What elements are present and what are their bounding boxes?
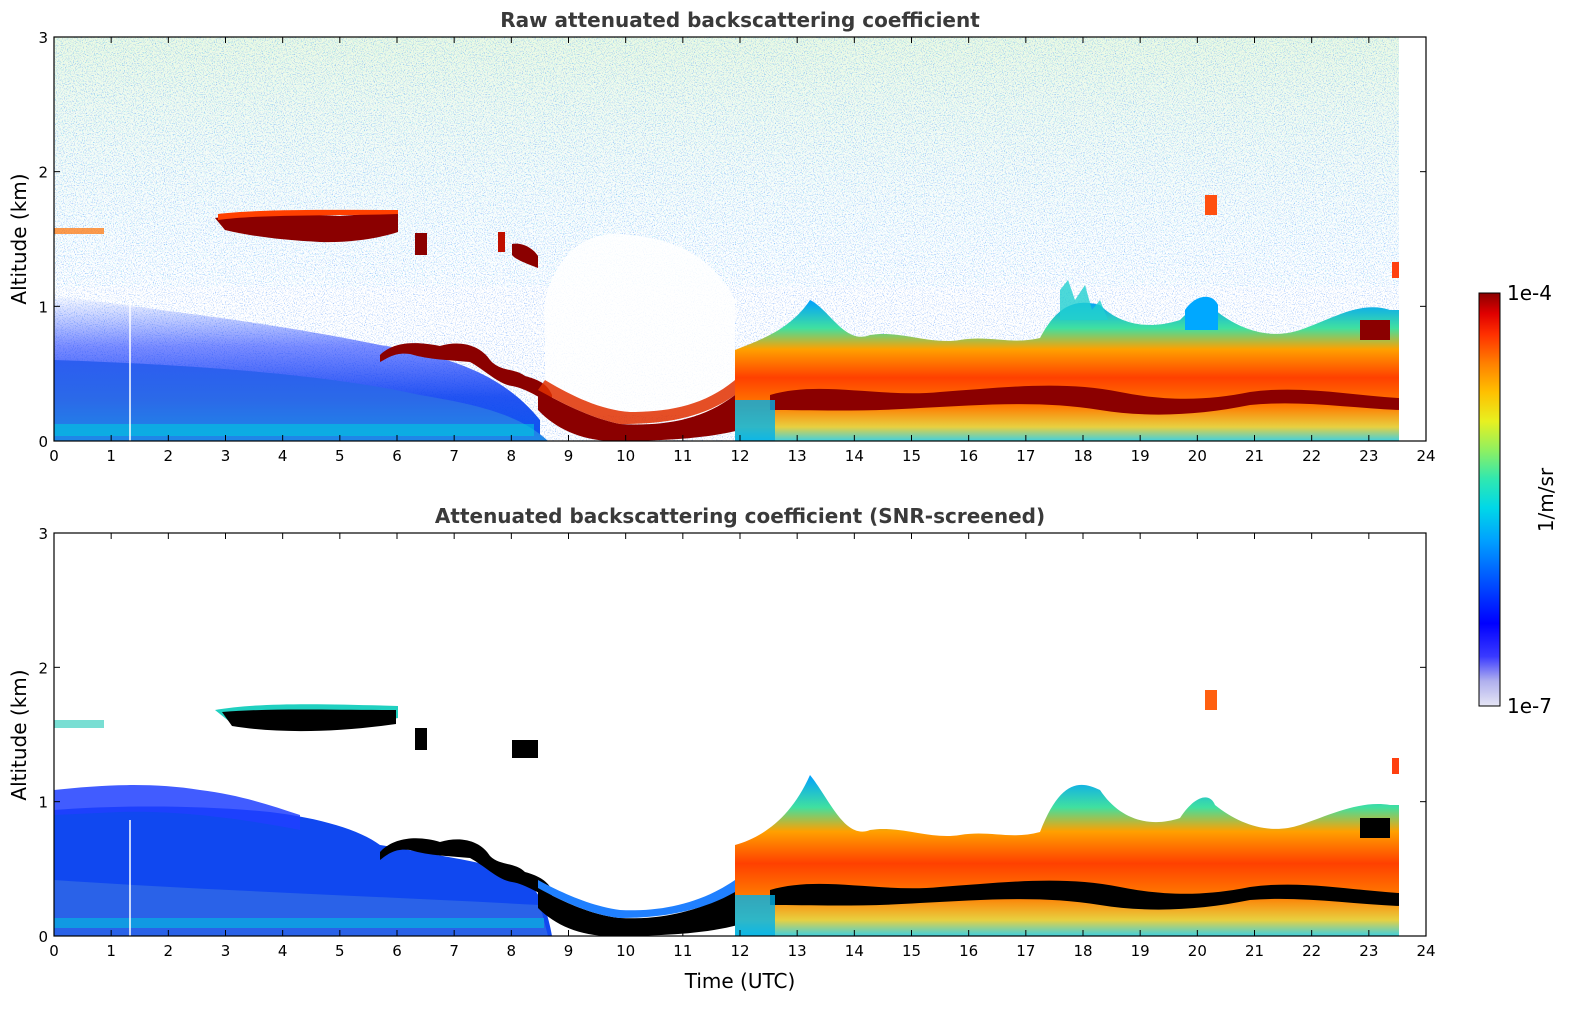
screened-x-tick-label: 6 (392, 942, 402, 960)
screened-x-tick-label: 4 (278, 942, 288, 960)
panel-screened-image (54, 533, 1426, 936)
colorbar-gradient (1478, 292, 1501, 707)
raw-x-tick-label: 14 (845, 447, 864, 465)
raw-y-tick-label: 2 (38, 164, 48, 182)
screened-x-tick-label: 20 (1188, 942, 1207, 960)
panel-raw-ylabel: Altitude (km) (7, 173, 31, 304)
raw-x-tick-label: 3 (221, 447, 231, 465)
screened-x-tick-label: 5 (335, 942, 345, 960)
colorbar-min-label: 1e-7 (1507, 694, 1552, 718)
raw-x-tick-label: 23 (1359, 447, 1378, 465)
raw-y-tick-label: 3 (38, 29, 48, 47)
raw-x-tick-label: 22 (1302, 447, 1321, 465)
panel-screened: Attenuated backscattering coefficient (S… (7, 504, 1436, 993)
screened-y-tick-label: 0 (38, 928, 48, 946)
panel-screened-xlabel: Time (UTC) (684, 969, 796, 993)
raw-x-tick-label: 5 (335, 447, 345, 465)
screened-x-tick-label: 9 (564, 942, 574, 960)
raw-x-tick-label: 4 (278, 447, 288, 465)
screened-x-tick-label: 21 (1245, 942, 1264, 960)
panel-screened-axes: 0 1 2 3 4 5 6 7 8 9 10 11 12 13 14 15 16 17 18 19 20 21 22 23 24… (38, 525, 1435, 960)
screened-x-tick-label: 14 (845, 942, 864, 960)
screened-x-tick-label: 8 (507, 942, 517, 960)
raw-y-tick-label: 1 (38, 298, 48, 316)
screened-x-tick-label: 2 (164, 942, 174, 960)
colorbar-max-label: 1e-4 (1507, 281, 1552, 305)
raw-x-tick-label: 0 (49, 447, 59, 465)
raw-x-tick-label: 17 (1016, 447, 1035, 465)
screened-y-tick-label: 3 (38, 525, 48, 543)
panel-raw-axes: 0 1 2 3 4 5 6 7 8 9 10 11 12 13 14 15 16 17 18 19 20 21 22 23 24… (38, 29, 1435, 465)
screened-x-tick-label: 11 (673, 942, 692, 960)
raw-x-tick-label: 12 (730, 447, 749, 465)
screened-x-tick-label: 13 (788, 942, 807, 960)
panel-raw-title: Raw attenuated backscattering coefficien… (500, 8, 980, 32)
raw-x-tick-label: 20 (1188, 447, 1207, 465)
raw-x-tick-label: 21 (1245, 447, 1264, 465)
colorbar-units-label: 1/m/sr (1534, 467, 1558, 532)
colorbar: 1e-4 1e-7 1/m/sr (1478, 281, 1558, 718)
screened-x-tick-label: 18 (1073, 942, 1092, 960)
screened-x-tick-label: 16 (959, 942, 978, 960)
panel-screened-title: Attenuated backscattering coefficient (S… (435, 504, 1045, 528)
raw-x-tick-label: 6 (392, 447, 402, 465)
screened-x-tick-label: 15 (902, 942, 921, 960)
screened-x-tick-label: 0 (49, 942, 59, 960)
raw-x-tick-label: 15 (902, 447, 921, 465)
screened-x-tick-label: 10 (616, 942, 635, 960)
raw-x-tick-label: 10 (616, 447, 635, 465)
panel-screened-ylabel: Altitude (km) (7, 669, 31, 800)
raw-x-tick-label: 16 (959, 447, 978, 465)
screened-x-tick-label: 3 (221, 942, 231, 960)
screened-y-tick-label: 1 (38, 794, 48, 812)
screened-x-tick-label: 23 (1359, 942, 1378, 960)
screened-x-tick-label: 7 (449, 942, 459, 960)
screened-x-tick-label: 24 (1416, 942, 1435, 960)
screened-x-tick-label: 19 (1131, 942, 1150, 960)
raw-x-tick-label: 18 (1073, 447, 1092, 465)
screened-x-tick-label: 17 (1016, 942, 1035, 960)
raw-x-tick-label: 13 (788, 447, 807, 465)
raw-x-tick-label: 1 (106, 447, 116, 465)
screened-x-tick-label: 12 (730, 942, 749, 960)
screened-y-tick-label: 2 (38, 659, 48, 677)
raw-y-tick-label: 0 (38, 433, 48, 451)
panel-raw-image (54, 37, 1426, 441)
raw-x-tick-label: 7 (449, 447, 459, 465)
raw-x-tick-label: 8 (507, 447, 517, 465)
raw-x-tick-label: 24 (1416, 447, 1435, 465)
raw-x-tick-label: 9 (564, 447, 574, 465)
screened-x-tick-label: 1 (106, 942, 116, 960)
screened-x-tick-label: 22 (1302, 942, 1321, 960)
panel-raw: Raw attenuated backscattering coefficien… (7, 8, 1436, 465)
raw-x-tick-label: 11 (673, 447, 692, 465)
raw-x-tick-label: 19 (1131, 447, 1150, 465)
raw-x-tick-label: 2 (164, 447, 174, 465)
